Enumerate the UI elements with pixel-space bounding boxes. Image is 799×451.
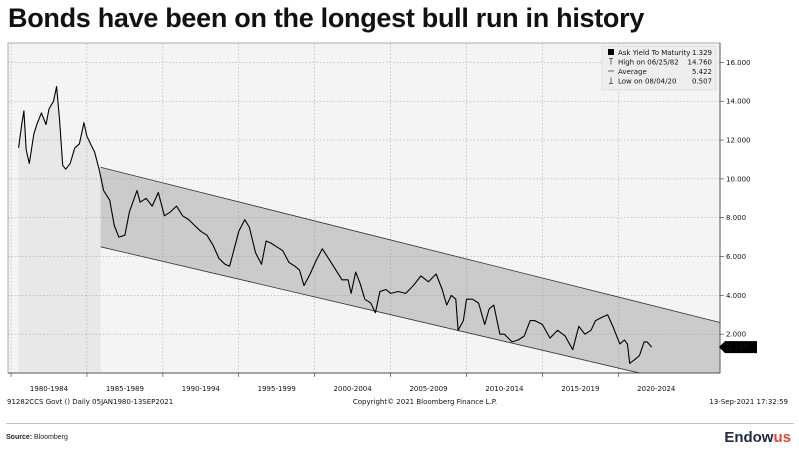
y-tick-label: 6.000 [726,253,746,261]
series-line-yield [18,85,653,364]
legend-label: Average [618,68,647,76]
y-tick-label: 16.000 [726,59,751,67]
channel-lower-line [100,246,640,374]
footer-meta-center: Copyright© 2021 Bloomberg Finance L.P. [353,398,497,406]
x-tick-label: 1980-1984 [30,385,69,393]
legend-box [601,45,717,91]
trend-channel [100,167,721,373]
page-title: Bonds have been on the longest bull run … [8,3,645,33]
last-value-text: 1.329 [728,344,748,352]
y-tick-label: 8.000 [726,214,746,222]
y-tick-label: 4.000 [726,292,746,300]
x-tick-label: 2020-2024 [637,385,676,393]
brand-main: Endow [724,429,774,446]
legend-label: Low on 08/04/20 [618,78,676,86]
x-tick-label: 2005-2009 [409,385,447,393]
legend-value: 0.507 [692,78,712,86]
x-tick-label: 1985-1989 [106,385,144,393]
source-label: Source: [6,434,33,441]
legend-square-icon [608,49,614,55]
channel-upper-line [100,166,721,323]
x-tick-label: 2000-2004 [334,385,373,393]
source-note: Source: Bloomberg [6,434,68,441]
footer-meta-left: 91282CCS Govt () Daily 05JAN1980-13SEP20… [7,398,173,406]
y-tick-label: 14.000 [726,98,751,106]
last-value-shape [719,341,757,354]
footer-meta-right: 13-Sep-2021 17:32:59 [709,398,788,406]
x-tick-label: 2015-2019 [561,385,599,393]
y-tick-label: 12.000 [726,137,751,145]
last-value-badge: 1.329 [719,341,757,354]
highlight-region [18,86,101,373]
legend-value: 1.329 [692,49,712,57]
x-tick-label: 1990-1994 [182,385,221,393]
legend-value: 5.422 [692,68,712,76]
y-axis: 2.000 4.000 6.000 8.000 10.000 12.000 14.000 16… [719,43,751,373]
x-tick-label: 2010-2014 [485,385,524,393]
footer-divider [6,423,794,424]
legend: Ask Yield To Maturity 1.329 High on 06/25/… [601,45,717,91]
y-tick-label: 2.000 [726,331,746,339]
legend-label: Ask Yield To Maturity [618,49,690,57]
x-axis: 1980-1984 1985-1989 1990-1994 1995-1999 2000… [8,372,720,393]
brand-accent: us [773,429,791,446]
source-value: Bloomberg [34,434,68,441]
y-tick-label: 10.000 [726,175,751,183]
brand-logo: Endowus [724,429,791,446]
x-tick-label: 1995-1999 [258,385,296,393]
legend-value: 14.760 [688,59,713,67]
legend-label: High on 06/25/82 [618,59,679,67]
